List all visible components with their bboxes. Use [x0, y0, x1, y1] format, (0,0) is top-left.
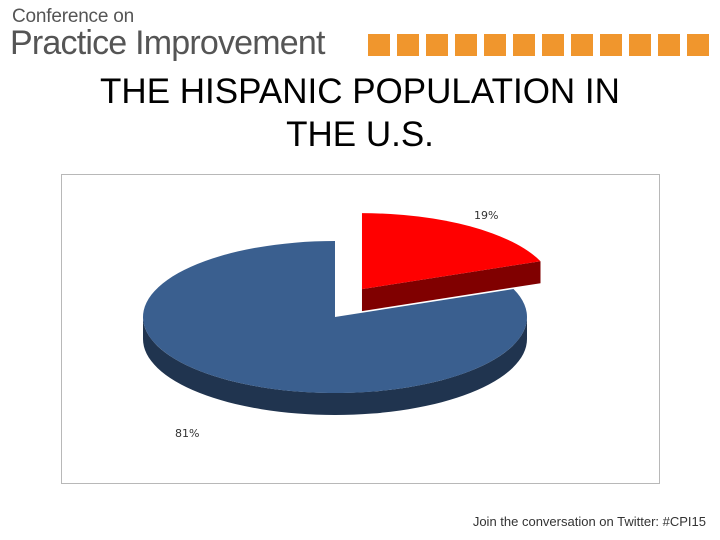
logo-square: [455, 34, 477, 56]
pie-chart-frame: 19% 81%: [61, 174, 660, 484]
logo-text-line1: Conference on: [12, 6, 135, 27]
pie-data-label-1: 19%: [474, 209, 498, 222]
slide-header: Conference on Practice Improvement: [0, 0, 720, 64]
logo-square: [687, 34, 709, 56]
footer-twitter-text: Join the conversation on Twitter: #CPI15: [472, 514, 706, 529]
logo-square: [426, 34, 448, 56]
logo-square: [571, 34, 593, 56]
pie-data-label-2: 81%: [175, 427, 199, 440]
logo-square-strip: [368, 34, 709, 56]
logo-square: [542, 34, 564, 56]
pie-slice-1: [361, 213, 541, 290]
logo-text-line2: Practice Improvement: [10, 24, 325, 62]
slide-title: THE HISPANIC POPULATION IN THE U.S.: [0, 70, 720, 156]
logo-square: [658, 34, 680, 56]
logo-square: [629, 34, 651, 56]
pie-slice-2: [143, 241, 528, 393]
pie-slice-side-2: [143, 317, 527, 415]
pie-slice-face-1: [361, 261, 541, 312]
logo-square: [368, 34, 390, 56]
pie-chart: 19% 81%: [143, 209, 541, 440]
logo-square: [484, 34, 506, 56]
logo-square: [397, 34, 419, 56]
slide-title-line1: THE HISPANIC POPULATION IN: [100, 72, 620, 111]
slide-title-line2: THE U.S.: [286, 115, 434, 154]
logo-square: [513, 34, 535, 56]
logo-square: [600, 34, 622, 56]
